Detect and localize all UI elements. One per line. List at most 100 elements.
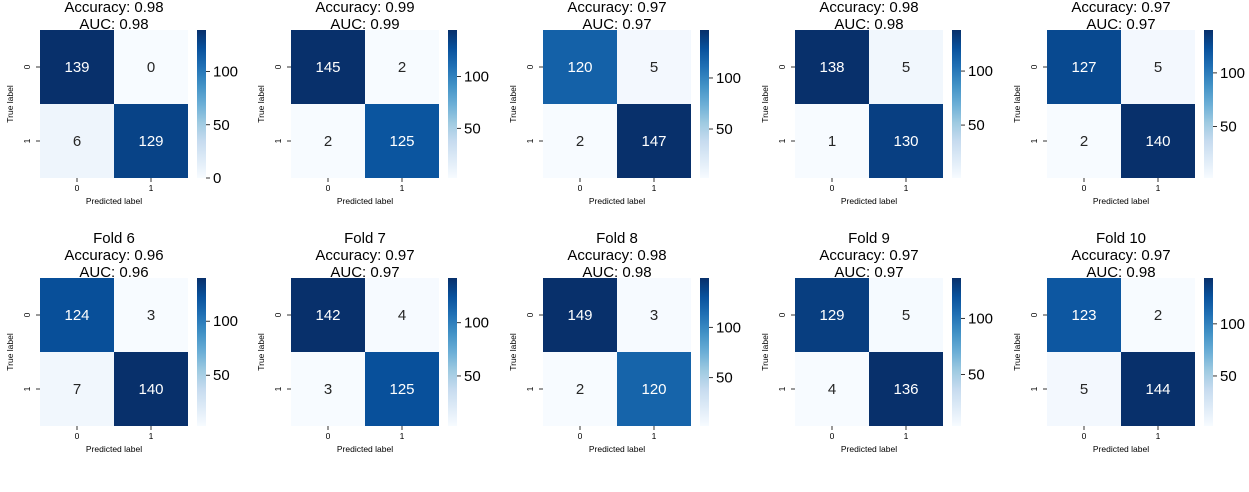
matrix-cell-1-1	[1121, 104, 1195, 178]
cell-value-label: 2	[1154, 307, 1162, 324]
panel-accuracy: Accuracy: 0.98	[567, 247, 666, 264]
matrix-cell-1-0	[1047, 352, 1121, 426]
y-tick-label: 0	[777, 312, 787, 317]
matrix-cell-1-0	[40, 352, 114, 426]
panel-auc: AUC: 0.97	[330, 264, 399, 281]
matrix-cell-0-0	[1047, 278, 1121, 352]
cell-value-label: 2	[324, 133, 332, 150]
panel-title: Fold 8	[596, 230, 638, 247]
cell-value-label: 2	[1080, 133, 1088, 150]
colorbar-tick-label: 100	[213, 64, 238, 81]
panel-accuracy: Accuracy: 0.97	[567, 0, 666, 16]
x-axis-label: Predicted label	[1093, 444, 1149, 454]
cell-value-label: 4	[828, 381, 836, 398]
matrix-cell-0-1	[869, 30, 943, 104]
matrix-cell-1-1	[617, 104, 691, 178]
colorbar-tick-label: 100	[1220, 65, 1245, 82]
matrix-cell-1-1	[114, 352, 188, 426]
cell-value-label: 127	[1071, 59, 1096, 76]
colorbar-tick-label: 100	[968, 63, 993, 80]
colorbar-tick-label: 100	[716, 319, 741, 336]
matrix-cell-1-1	[869, 352, 943, 426]
cell-value-label: 130	[893, 133, 918, 150]
colorbar	[197, 278, 206, 426]
colorbar-tick-label: 50	[968, 117, 985, 134]
panel-auc: AUC: 0.98	[582, 264, 651, 281]
x-tick-label: 1	[400, 431, 405, 441]
cell-value-label: 5	[650, 59, 658, 76]
cell-value-label: 147	[641, 133, 666, 150]
x-tick-label: 1	[904, 431, 909, 441]
cell-value-label: 5	[1154, 59, 1162, 76]
matrix-cell-1-0	[40, 104, 114, 178]
matrix-cell-1-0	[795, 104, 869, 178]
cell-value-label: 5	[902, 307, 910, 324]
matrix-cell-1-1	[617, 352, 691, 426]
cell-value-label: 7	[73, 381, 81, 398]
colorbar-tick-label: 50	[716, 121, 733, 138]
matrix-cell-0-1	[114, 30, 188, 104]
y-tick-label: 1	[273, 138, 283, 143]
colorbar-tick-label: 50	[968, 366, 985, 383]
colorbar-tick-label: 50	[1220, 368, 1237, 385]
matrix-cell-1-0	[795, 352, 869, 426]
y-tick-label: 1	[273, 386, 283, 391]
colorbar-tick-label: 50	[213, 117, 230, 134]
panel-auc: AUC: 0.97	[1086, 16, 1155, 33]
y-tick-label: 0	[777, 64, 787, 69]
matrix-cell-1-1	[365, 104, 439, 178]
colorbar-tick-label: 100	[716, 70, 741, 87]
y-tick-label: 1	[777, 138, 787, 143]
cell-value-label: 140	[1145, 133, 1170, 150]
colorbar	[700, 30, 709, 178]
colorbar	[952, 30, 961, 178]
panel-title: Fold 9	[848, 230, 890, 247]
y-tick-label: 1	[22, 386, 32, 391]
x-axis-label: Predicted label	[86, 444, 142, 454]
colorbar-tick-label: 100	[1220, 316, 1245, 333]
cell-value-label: 139	[64, 59, 89, 76]
x-tick-label: 0	[1082, 183, 1087, 193]
colorbar	[952, 278, 961, 426]
cell-value-label: 138	[819, 59, 844, 76]
x-tick-label: 0	[578, 183, 583, 193]
colorbar-tick-label: 50	[213, 367, 230, 384]
cell-value-label: 0	[147, 59, 155, 76]
panel-accuracy: Accuracy: 0.97	[1071, 0, 1170, 16]
cell-value-label: 2	[576, 381, 584, 398]
panel-auc: AUC: 0.97	[834, 264, 903, 281]
matrix-cell-0-1	[365, 278, 439, 352]
y-axis-label: True label	[508, 333, 518, 371]
colorbar	[1204, 278, 1213, 426]
panel-auc: AUC: 0.98	[1086, 264, 1155, 281]
colorbar-tick-label: 100	[213, 313, 238, 330]
x-tick-label: 1	[1156, 431, 1161, 441]
matrix-cell-1-0	[1047, 104, 1121, 178]
matrix-cell-1-0	[543, 352, 617, 426]
colorbar-tick-label: 50	[716, 370, 733, 387]
panel-title: Fold 6	[93, 230, 135, 247]
x-tick-label: 1	[1156, 183, 1161, 193]
cell-value-label: 3	[650, 307, 658, 324]
y-tick-label: 1	[1029, 386, 1039, 391]
panel-auc: AUC: 0.98	[79, 16, 148, 33]
y-tick-label: 0	[1029, 64, 1039, 69]
y-axis-label: True label	[5, 333, 15, 371]
cell-value-label: 129	[819, 307, 844, 324]
panel-accuracy: Accuracy: 0.99	[315, 0, 414, 16]
x-axis-label: Predicted label	[337, 444, 393, 454]
cell-value-label: 2	[398, 59, 406, 76]
x-tick-label: 1	[400, 183, 405, 193]
y-tick-label: 0	[525, 64, 535, 69]
x-tick-label: 0	[830, 431, 835, 441]
y-axis-label: True label	[508, 85, 518, 123]
cell-value-label: 144	[1145, 381, 1170, 398]
